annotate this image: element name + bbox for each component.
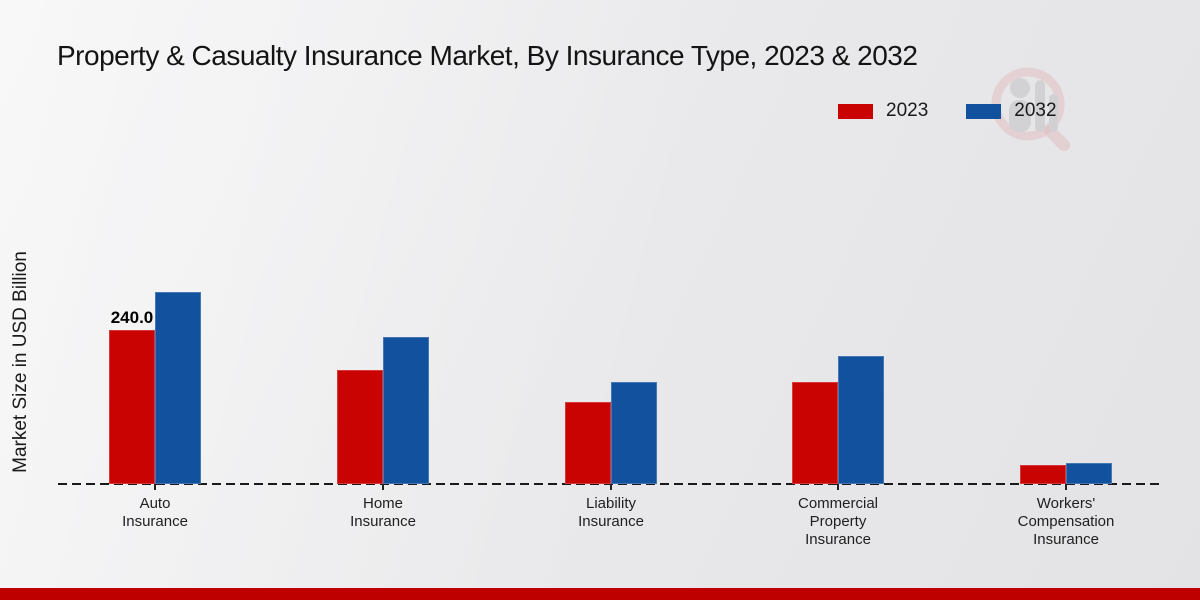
bar-2023-auto-insurance bbox=[109, 330, 155, 484]
x-axis-tick-auto-insurance bbox=[154, 484, 156, 490]
person-icon bbox=[1009, 78, 1031, 132]
footer-bar bbox=[0, 588, 1200, 600]
bar-2032-home-insurance bbox=[383, 337, 429, 484]
bar-2023-liability-insurance bbox=[565, 402, 611, 484]
legend-label-2032: 2032 bbox=[1014, 100, 1057, 121]
legend: 2023 2032 bbox=[838, 100, 1057, 122]
category-label-commercial-property-insurance: Commercial Property Insurance bbox=[797, 495, 878, 548]
legend-item-2023: 2023 bbox=[838, 100, 928, 122]
bar-2023-commercial-property-insurance bbox=[792, 382, 838, 484]
category-label-workers-compensation-insurance: Workers' Compensation Insurance bbox=[1017, 495, 1115, 548]
x-axis-tick-liability-insurance bbox=[610, 484, 612, 490]
y-axis-label: Market Size in USD Billion bbox=[10, 251, 31, 473]
x-axis-tick-commercial-property-insurance bbox=[837, 484, 839, 490]
legend-label-2023: 2023 bbox=[886, 100, 929, 121]
legend-swatch-2032 bbox=[966, 103, 1002, 119]
category-label-auto-insurance: Auto Insurance bbox=[122, 495, 188, 530]
bar-2032-workers-compensation-insurance bbox=[1066, 463, 1112, 484]
bar-2023-workers-compensation-insurance bbox=[1020, 465, 1066, 484]
bar-2023-home-insurance bbox=[337, 370, 383, 484]
x-axis-tick-home-insurance bbox=[382, 484, 384, 490]
legend-swatch-2023 bbox=[838, 103, 873, 119]
bar-2032-liability-insurance bbox=[611, 382, 657, 484]
bar-icon bbox=[1035, 80, 1058, 132]
x-axis-tick-workers-compensation-insurance bbox=[1065, 484, 1067, 490]
category-label-home-insurance: Home Insurance bbox=[350, 495, 416, 530]
bar-2032-auto-insurance bbox=[155, 292, 201, 484]
bar-value-label-2023-auto-insurance: 240.0 bbox=[110, 308, 154, 327]
chart-title: Property & Casualty Insurance Market, By… bbox=[57, 40, 918, 71]
bar-2032-commercial-property-insurance bbox=[838, 356, 884, 484]
company-logo-watermark bbox=[991, 67, 1071, 152]
category-label-liability-insurance: Liability Insurance bbox=[578, 495, 644, 530]
legend-item-2032: 2032 bbox=[966, 100, 1057, 122]
